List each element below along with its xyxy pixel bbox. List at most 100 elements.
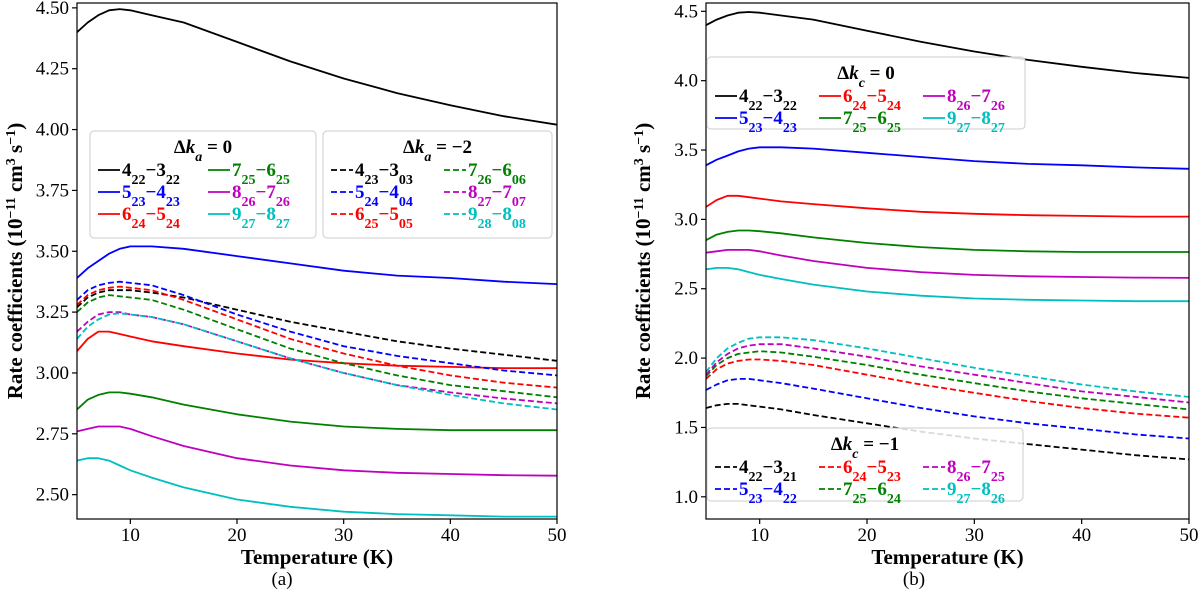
y-axis-label: Rate coefficients (10−11 cm3 s−1) xyxy=(631,123,655,399)
legend-entry-label: 422−322 xyxy=(122,160,180,188)
legend-entry-label: 725−624 xyxy=(843,479,901,507)
legend-entry-label: 523−423 xyxy=(739,108,797,136)
series-line-dashed-7 xyxy=(77,280,557,377)
legend-entry-label: 523−423 xyxy=(122,182,180,210)
legend-entry-label: 927−827 xyxy=(232,204,290,232)
legend-title: Δka = 0 xyxy=(174,137,232,165)
legend-entry-label: 422−321 xyxy=(739,457,797,485)
y-tick-label: 3.5 xyxy=(674,140,698,161)
y-tick-label: 2.5 xyxy=(674,279,698,300)
series-line-solid-1 xyxy=(706,146,1189,170)
panel-a: 10 20 30 40 50 2.50 2.75 3.00 3.25 3.50 3.75 4.00 4.… xyxy=(3,0,567,569)
series-line-solid-3 xyxy=(77,391,557,432)
y-tick-label: 3.00 xyxy=(36,363,69,384)
legend-entry-label: 927−826 xyxy=(947,479,1005,507)
legend-entry-label: 827−707 xyxy=(468,182,526,210)
legend-entry-label: 624−524 xyxy=(122,204,180,232)
series-line-dashed-7 xyxy=(706,377,1189,440)
legend-entry-label: 524−404 xyxy=(355,182,413,210)
legend-entry-label: 826−725 xyxy=(947,457,1005,485)
y-tick-label: 3.25 xyxy=(36,302,69,323)
legend-entry-label: 927−827 xyxy=(947,108,1005,136)
series-line-dashed-6 xyxy=(77,289,557,362)
legend-box xyxy=(706,427,1024,502)
legend-entry-label: 928−808 xyxy=(468,204,526,232)
axes-frame xyxy=(76,2,558,520)
series-line-dashed-6 xyxy=(706,402,1189,461)
legend-title: Δkc = 0 xyxy=(837,63,894,91)
legend-entry-label: 826−726 xyxy=(232,182,290,210)
x-tick-label: 10 xyxy=(750,525,769,546)
series-line-solid-2 xyxy=(77,330,557,370)
legend-box xyxy=(706,56,1026,130)
legend-entry-label: 725−625 xyxy=(843,108,901,136)
y-tick-label: 4.5 xyxy=(674,1,698,22)
legend-box xyxy=(89,130,317,239)
x-tick-label: 50 xyxy=(548,525,567,546)
series-line-dashed-8 xyxy=(706,358,1189,419)
axes-frame xyxy=(705,2,1190,520)
series-line-solid-4 xyxy=(706,248,1189,279)
series-line-solid-5 xyxy=(77,457,557,518)
series-line-dashed-9 xyxy=(706,350,1189,411)
series-line-solid-3 xyxy=(706,229,1189,253)
legend-title: Δka = −2 xyxy=(403,137,472,165)
legend-entry-label: 725−625 xyxy=(232,160,290,188)
series-line-solid-2 xyxy=(706,194,1189,218)
panel-b: 10 20 30 40 50 1.0 1.5 2.0 2.5 3.0 3.5 4.0 4.5 Temper… xyxy=(631,1,1199,569)
caption-b: (b) xyxy=(903,569,925,590)
y-tick-label: 1.5 xyxy=(674,417,698,438)
x-tick-label: 20 xyxy=(228,525,247,546)
series-line-dashed-11 xyxy=(77,312,557,411)
x-tick-label: 10 xyxy=(121,525,140,546)
legend-entry-label: 422−322 xyxy=(739,86,797,114)
series-line-dashed-9 xyxy=(77,294,557,399)
y-axis-label: Rate coefficients (10−11 cm3 s−1) xyxy=(3,123,27,399)
series-line-dashed-11 xyxy=(706,336,1189,398)
x-axis-label: Temperature (K) xyxy=(241,545,393,569)
series-line-solid-0 xyxy=(77,8,557,126)
y-tick-label: 4.25 xyxy=(36,59,69,80)
x-tick-label: 30 xyxy=(965,525,984,546)
legend-entry-label: 523−422 xyxy=(739,479,797,507)
legend-entry-label: 423−303 xyxy=(355,160,413,188)
y-tick-label: 3.0 xyxy=(674,209,698,230)
x-tick-label: 40 xyxy=(441,525,460,546)
x-tick-label: 50 xyxy=(1180,525,1199,546)
y-tick-label: 2.0 xyxy=(674,348,698,369)
legend-box xyxy=(322,130,553,239)
series-line-dashed-8 xyxy=(77,285,557,389)
caption-a: (a) xyxy=(271,569,292,590)
legend-entry-label: 726−606 xyxy=(468,160,526,188)
y-tick-label: 2.75 xyxy=(36,424,69,445)
y-tick-label: 1.0 xyxy=(674,487,698,508)
legend-title: Δkc = −1 xyxy=(831,434,899,462)
series-line-dashed-10 xyxy=(706,343,1189,404)
series-line-dashed-10 xyxy=(77,311,557,405)
y-tick-label: 2.50 xyxy=(36,485,69,506)
series-line-solid-0 xyxy=(706,11,1189,79)
y-tick-label: 4.50 xyxy=(36,0,69,19)
legend-entry-label: 625−505 xyxy=(355,204,413,232)
y-tick-label: 3.75 xyxy=(36,180,69,201)
series-line-solid-4 xyxy=(77,425,557,477)
x-tick-label: 20 xyxy=(858,525,877,546)
x-tick-label: 40 xyxy=(1072,525,1091,546)
series-line-solid-1 xyxy=(77,245,557,285)
series-group xyxy=(77,8,557,518)
legend-entry-label: 624−524 xyxy=(843,86,901,114)
y-tick-label: 3.50 xyxy=(36,241,69,262)
legend-entry-label: 624−523 xyxy=(843,457,901,485)
y-tick-label: 4.0 xyxy=(674,71,698,92)
series-line-solid-5 xyxy=(706,266,1189,303)
x-axis-label: Temperature (K) xyxy=(871,545,1023,569)
x-tick-label: 30 xyxy=(334,525,353,546)
series-group xyxy=(706,11,1189,461)
legend-entry-label: 826−726 xyxy=(947,86,1005,114)
y-tick-label: 4.00 xyxy=(36,120,69,141)
